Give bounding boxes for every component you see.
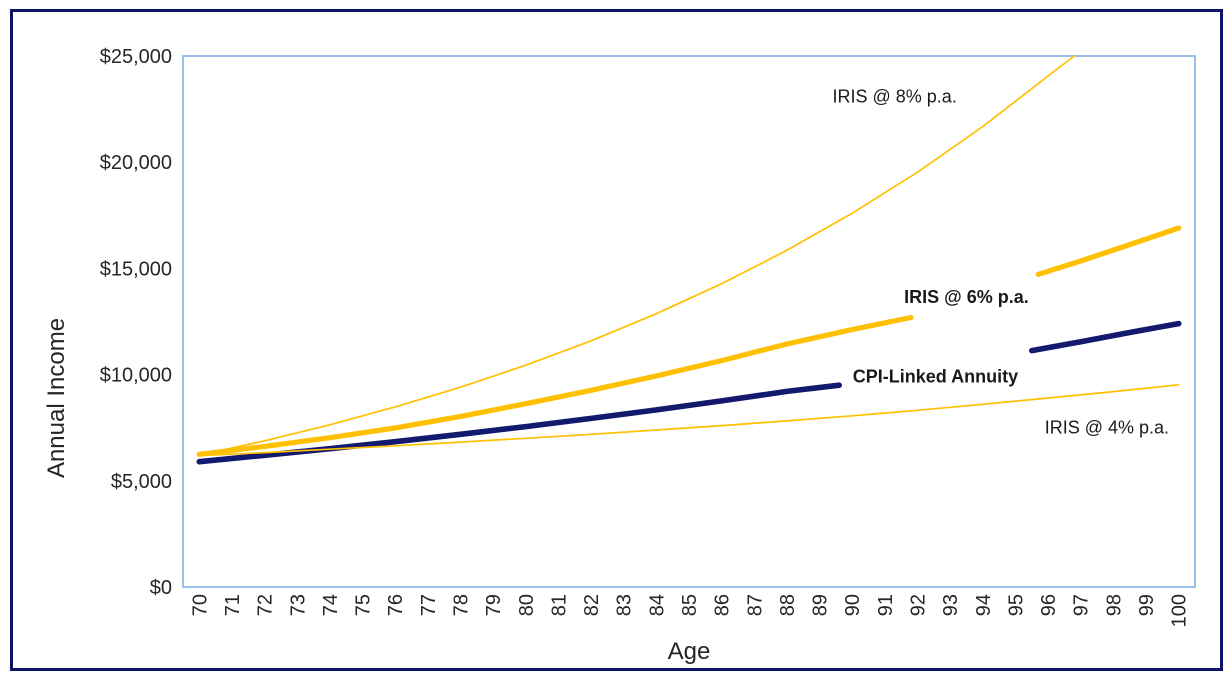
x-tick-label: 84 (646, 594, 668, 616)
iris-8-p-a-line (198, 55, 1076, 457)
x-tick-label: 94 (973, 594, 995, 616)
x-tick-label: 74 (320, 594, 342, 616)
y-tick-label: $0 (150, 577, 172, 599)
x-tick-label: 70 (189, 594, 211, 616)
y-tick-label: $15,000 (100, 258, 172, 280)
chart-outer-border (10, 9, 1223, 671)
plot-area-border (182, 55, 1196, 588)
x-tick-label: 75 (353, 594, 375, 616)
x-tick-label: 79 (483, 594, 505, 616)
x-tick-label: 98 (1103, 594, 1125, 616)
cpi-linked-annuity-label: CPI-Linked Annuity (853, 367, 1018, 387)
iris-4-p-a-line (198, 383, 1180, 457)
x-tick-label: 72 (255, 594, 277, 616)
x-tick-label: 87 (744, 594, 766, 616)
x-tick-label: 82 (581, 594, 603, 616)
x-tick-label: 71 (222, 594, 244, 616)
cpi-linked-annuity-line (1029, 320, 1182, 354)
x-axis-title: Age (668, 638, 711, 665)
x-tick-label: 86 (712, 594, 734, 616)
x-tick-label: 73 (287, 594, 309, 616)
x-tick-label: 89 (810, 594, 832, 616)
x-tick-label: 99 (1136, 594, 1158, 616)
iris-8-p-a-label: IRIS @ 8% p.a. (833, 86, 957, 106)
y-tick-label: $10,000 (100, 365, 172, 387)
x-tick-label: 83 (614, 594, 636, 616)
x-tick-label: 77 (418, 594, 440, 616)
x-tick-label: 95 (1005, 594, 1027, 616)
iris-6-p-a-line (196, 314, 914, 457)
y-tick-label: $20,000 (100, 152, 172, 174)
x-tick-label: 92 (908, 594, 930, 616)
iris-6-p-a-label: IRIS @ 6% p.a. (904, 287, 1029, 307)
x-tick-label: 85 (679, 594, 701, 616)
y-tick-label: $5,000 (111, 471, 172, 493)
x-tick-label: 93 (940, 594, 962, 616)
x-tick-label: 80 (516, 594, 538, 616)
y-tick-label: $25,000 (100, 46, 172, 68)
x-tick-label: 100 (1169, 594, 1191, 627)
iris-6-p-a-line (1035, 225, 1182, 277)
x-tick-label: 78 (450, 594, 472, 616)
x-tick-label: 91 (875, 594, 897, 616)
x-tick-label: 88 (777, 594, 799, 616)
x-tick-label: 90 (842, 594, 864, 616)
x-tick-label: 97 (1071, 594, 1093, 616)
x-tick-label: 96 (1038, 594, 1060, 616)
x-tick-label: 81 (548, 594, 570, 616)
y-axis-title: Annual Income (43, 318, 70, 478)
iris-4-p-a-label: IRIS @ 4% p.a. (1045, 418, 1169, 438)
x-tick-label: 76 (385, 594, 407, 616)
